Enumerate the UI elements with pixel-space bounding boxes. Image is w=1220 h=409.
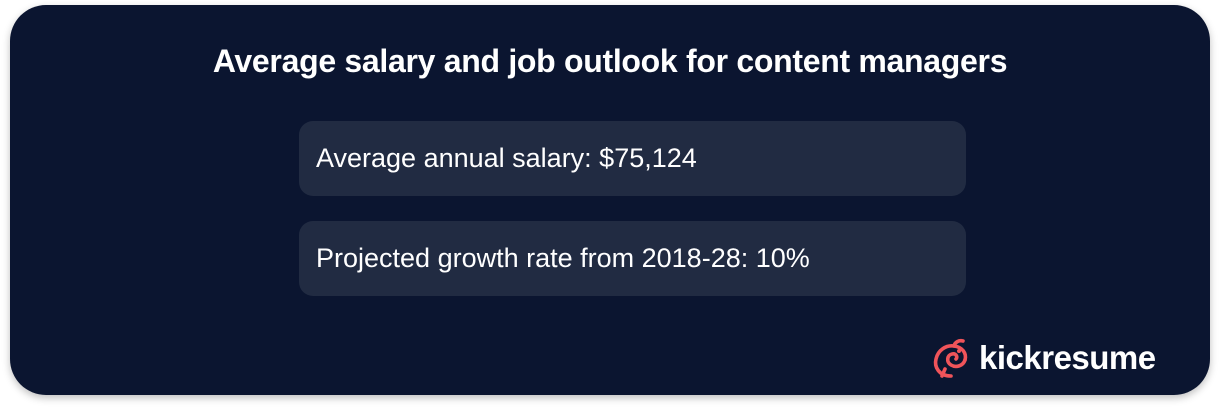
info-item: Average annual salary: $75,124 <box>299 121 966 196</box>
info-card: Average salary and job outlook for conte… <box>10 5 1210 395</box>
logo-icon <box>933 338 968 378</box>
title: Average salary and job outlook for conte… <box>212 43 1008 79</box>
logo-text: kickresume <box>979 339 1156 376</box>
info-item: Projected growth rate from 2018-28: 10% <box>299 221 966 296</box>
logo: kickresume <box>931 335 1156 381</box>
